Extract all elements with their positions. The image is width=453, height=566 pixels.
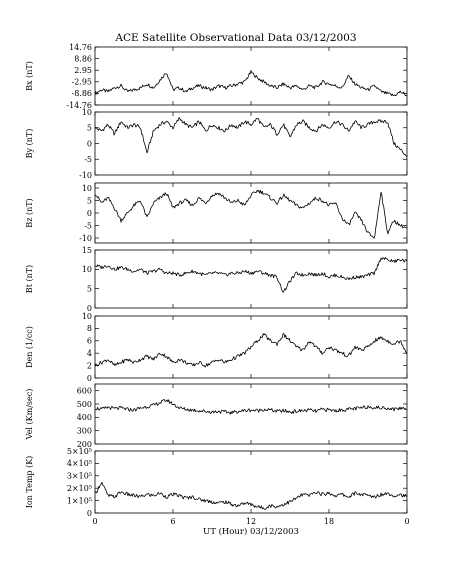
y-tick-label-den: 0	[87, 374, 92, 383]
panel-frame-bx	[94, 46, 408, 106]
y-tick-label-temp: 4×10⁵	[67, 459, 92, 468]
y-tick-label-den: 4	[87, 349, 92, 358]
y-axis-label-bx: Bx (nT)	[25, 61, 34, 91]
panel-frame-temp	[94, 450, 408, 514]
y-tick-label-bz: -10	[79, 234, 92, 243]
y-tick-label-bx: -14.76	[66, 101, 92, 110]
y-axis-label-bt: Bt (nT)	[25, 265, 34, 293]
y-tick-label-by: -10	[79, 171, 92, 180]
x-tick-label: 18	[324, 517, 334, 526]
y-tick-label-den: 6	[87, 337, 92, 346]
x-tick-label: 12	[246, 517, 256, 526]
y-tick-label-temp: 2×10⁵	[67, 484, 92, 493]
y-tick-label-by: 10	[82, 108, 92, 117]
y-tick-label-den: 2	[87, 361, 92, 370]
panel-frame-vel	[94, 383, 408, 445]
y-tick-label-vel: 200	[77, 440, 92, 449]
y-tick-label-den: 8	[87, 324, 92, 333]
y-tick-label-bz: -5	[84, 221, 92, 230]
y-tick-label-temp: 1×10⁵	[67, 496, 92, 505]
x-tick-label: 0	[404, 517, 409, 526]
y-tick-label-temp: 5×10⁵	[67, 447, 92, 456]
y-tick-label-temp: 0	[87, 509, 92, 518]
y-axis-label-temp: Ion Temp (K)	[25, 456, 34, 509]
chart-title: ACE Satellite Observational Data 03/12/2…	[114, 32, 356, 44]
series-line-bx	[94, 70, 408, 97]
y-tick-label-bx: 2.95	[74, 66, 92, 75]
y-tick-label-bt: 10	[82, 265, 92, 274]
y-tick-label-bx: 8.86	[74, 54, 92, 63]
y-tick-label-vel: 600	[77, 386, 92, 395]
y-tick-label-by: 5	[87, 124, 92, 133]
y-tick-label-bx: -2.95	[71, 78, 92, 87]
y-tick-label-temp: 3×10⁵	[67, 472, 92, 481]
y-tick-label-bx: 14.76	[69, 43, 92, 52]
y-axis-label-bz: Bz (nT)	[25, 198, 34, 227]
y-tick-label-by: -5	[84, 155, 92, 164]
y-axis-label-den: Den (1/cc)	[25, 326, 34, 368]
y-tick-label-vel: 300	[77, 426, 92, 435]
panel-frame-bt	[94, 249, 408, 309]
y-tick-label-bz: 5	[87, 196, 92, 205]
y-tick-label-bx: -8.86	[71, 89, 92, 98]
x-tick-label: 6	[170, 517, 175, 526]
y-axis-label-by: By (nT)	[25, 129, 34, 159]
series-line-vel	[94, 399, 408, 415]
series-line-den	[94, 333, 408, 368]
panel-frame-bz	[94, 182, 408, 244]
y-tick-label-bz: 10	[82, 184, 92, 193]
x-axis-label: UT (Hour) 03/12/2003	[203, 526, 299, 537]
y-tick-label-bz: 0	[87, 209, 92, 218]
y-tick-label-vel: 400	[77, 413, 92, 422]
y-axis-label-vel: Vel (Km/sec)	[25, 389, 34, 441]
series-line-bt	[94, 256, 408, 293]
series-line-bz	[94, 189, 408, 239]
y-tick-label-bt: 0	[87, 304, 92, 313]
series-line-by	[94, 117, 408, 158]
y-tick-label-den: 10	[82, 312, 92, 321]
y-tick-label-vel: 500	[77, 400, 92, 409]
x-tick-label: 0	[92, 517, 97, 526]
panel-frame-by	[94, 111, 408, 176]
series-line-temp	[94, 481, 408, 510]
y-tick-label-by: 0	[87, 139, 92, 148]
y-tick-label-bt: 5	[87, 284, 92, 293]
y-tick-label-bt: 15	[82, 246, 92, 255]
